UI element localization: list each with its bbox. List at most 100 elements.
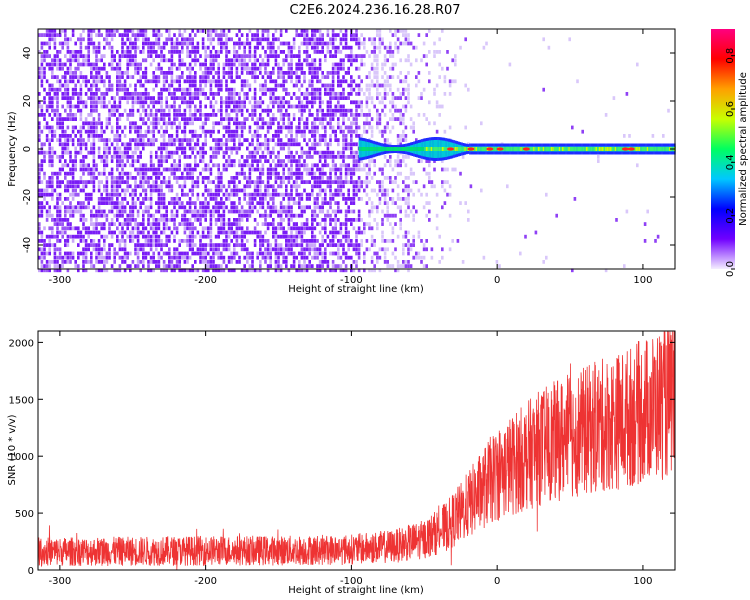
spectrogram-cell	[266, 192, 270, 197]
spectrogram-cell	[352, 197, 356, 201]
spectrogram-cell	[97, 58, 101, 63]
spectrogram-cell	[90, 251, 93, 256]
spectrogram-cell	[108, 197, 111, 201]
spectrogram-cell	[217, 150, 220, 155]
spectrogram-cell	[415, 75, 418, 79]
spectrogram-cell	[168, 58, 171, 63]
spectrogram-cell	[194, 117, 197, 121]
spectrogram-cell	[152, 96, 155, 100]
spectrogram-cell	[97, 96, 101, 100]
spectrogram-cell	[266, 75, 270, 79]
spectrogram-cell	[194, 260, 197, 264]
spectrogram-cell	[305, 205, 309, 210]
spectrogram-cell	[178, 58, 181, 63]
spectrogram-cell	[170, 92, 174, 96]
spectrogram-cell	[238, 134, 241, 138]
spectrogram-cell	[45, 150, 49, 155]
spectrogram-cell	[344, 230, 348, 235]
spectrogram-cell	[404, 33, 408, 37]
spectrogram-cell	[186, 243, 189, 247]
spectrogram-cell	[360, 87, 363, 92]
spectrogram-cell	[116, 62, 119, 67]
spectrogram-cell	[227, 226, 231, 231]
spectrogram-cell	[282, 234, 285, 239]
spectrogram-cell	[407, 176, 410, 180]
spectrogram-cell	[103, 171, 106, 176]
spectrogram-cell	[233, 54, 236, 58]
spectrogram-cell	[188, 96, 192, 100]
spectrogram-cell	[209, 29, 213, 33]
spectrogram-cell	[389, 180, 392, 184]
spectrogram-cell	[298, 50, 301, 54]
spectrogram-cell	[199, 213, 202, 218]
spectrogram-cell	[368, 171, 371, 176]
spectrogram-cell	[199, 205, 202, 210]
spectrogram-cell	[292, 71, 296, 75]
spectrogram-cell	[376, 54, 379, 58]
spectrogram-cell	[347, 188, 350, 193]
spectrogram-cell	[222, 75, 226, 79]
spectrogram-cell	[142, 108, 145, 113]
spectrogram-cell	[279, 209, 283, 214]
spectrogram-cell	[233, 180, 236, 184]
spectrogram-cell	[308, 260, 311, 264]
spectrogram-cell	[97, 113, 101, 117]
spectrogram-cell	[95, 62, 98, 67]
spectrogram-cell	[168, 138, 171, 142]
spectrogram-cell	[90, 129, 93, 134]
spectrogram-cell	[370, 129, 374, 134]
spectrogram-cell	[389, 29, 392, 33]
spectrogram-cell	[331, 125, 335, 130]
spectrogram-cell	[324, 251, 327, 256]
spectrogram-cell	[272, 222, 275, 226]
spectrogram-cell	[131, 226, 135, 231]
spectrogram-cell	[331, 197, 335, 201]
spectrogram-cell	[173, 79, 176, 84]
spectrogram-cell	[92, 96, 96, 100]
spectrogram-cell	[274, 58, 278, 63]
spectrogram-cell	[233, 58, 236, 63]
spectrogram-cell	[207, 29, 210, 33]
spectrogram-cell	[165, 129, 168, 134]
spectrogram-cell	[51, 213, 54, 218]
spectrogram-cell	[160, 247, 163, 252]
spectrogram-cell	[389, 83, 392, 88]
spectrogram-cell	[357, 45, 361, 50]
spectrogram-cell	[92, 79, 96, 84]
spectrogram-cell	[277, 176, 280, 180]
spectrogram-cell	[168, 117, 171, 121]
spectrogram-cell	[370, 83, 374, 88]
spectrogram-cell	[264, 37, 267, 42]
spectrogram-cell	[300, 205, 304, 210]
spectrogram-cell	[204, 184, 207, 189]
spectrogram-cell	[100, 251, 103, 256]
spectrogram-cell	[274, 251, 278, 256]
spectrogram-cell	[110, 180, 114, 184]
spectrogram-cell	[233, 163, 236, 168]
spectrogram-cell	[391, 92, 395, 96]
spectrogram-cell	[74, 155, 77, 159]
spectrogram-cell	[321, 121, 324, 126]
spectrogram-cell	[337, 188, 340, 193]
spectrogram-cell	[51, 108, 54, 113]
spectrogram-cell	[407, 71, 410, 75]
spectrogram-cell	[225, 50, 228, 54]
spectrogram-cell	[147, 96, 150, 100]
spectrogram-cell	[272, 201, 275, 205]
spectrogram-cell	[368, 54, 371, 58]
spectrogram-cell	[105, 213, 109, 218]
spectrogram-cell	[266, 41, 270, 46]
spectrogram-cell	[175, 192, 179, 197]
spectrogram-cell	[45, 213, 49, 218]
spectrogram-cell	[82, 226, 85, 231]
spectrogram-cell	[48, 251, 51, 256]
spectrogram-cell	[287, 192, 291, 197]
spectrogram-cell	[207, 96, 210, 100]
spectrogram-cell	[407, 251, 410, 256]
spectrogram-cell	[217, 218, 220, 222]
spectrogram-cell	[235, 209, 239, 214]
spectrogram-cell	[43, 205, 46, 210]
spectrogram-cell	[162, 251, 166, 256]
spectrogram-cell	[238, 188, 241, 193]
spectrogram-cell	[162, 197, 166, 201]
